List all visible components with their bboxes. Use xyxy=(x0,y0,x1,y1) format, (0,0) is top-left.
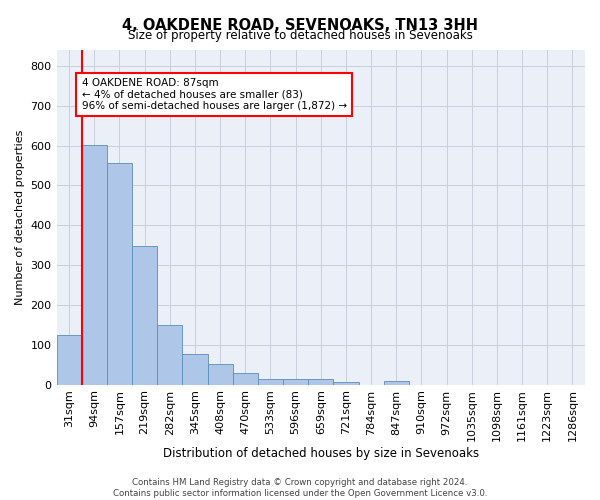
Bar xyxy=(283,380,308,384)
Bar xyxy=(182,354,208,384)
X-axis label: Distribution of detached houses by size in Sevenoaks: Distribution of detached houses by size … xyxy=(163,447,479,460)
Bar xyxy=(233,372,258,384)
Bar xyxy=(208,364,233,384)
Text: 4, OAKDENE ROAD, SEVENOAKS, TN13 3HH: 4, OAKDENE ROAD, SEVENOAKS, TN13 3HH xyxy=(122,18,478,32)
Y-axis label: Number of detached properties: Number of detached properties xyxy=(15,130,25,305)
Bar xyxy=(308,380,334,384)
Bar xyxy=(56,335,82,384)
Bar xyxy=(107,162,132,384)
Bar xyxy=(132,246,157,384)
Text: Size of property relative to detached houses in Sevenoaks: Size of property relative to detached ho… xyxy=(128,29,472,42)
Bar xyxy=(258,378,283,384)
Text: Contains HM Land Registry data © Crown copyright and database right 2024.
Contai: Contains HM Land Registry data © Crown c… xyxy=(113,478,487,498)
Bar xyxy=(383,382,409,384)
Text: 4 OAKDENE ROAD: 87sqm
← 4% of detached houses are smaller (83)
96% of semi-detac: 4 OAKDENE ROAD: 87sqm ← 4% of detached h… xyxy=(82,78,347,111)
Bar xyxy=(82,145,107,384)
Bar xyxy=(157,325,182,384)
Bar xyxy=(334,382,359,384)
